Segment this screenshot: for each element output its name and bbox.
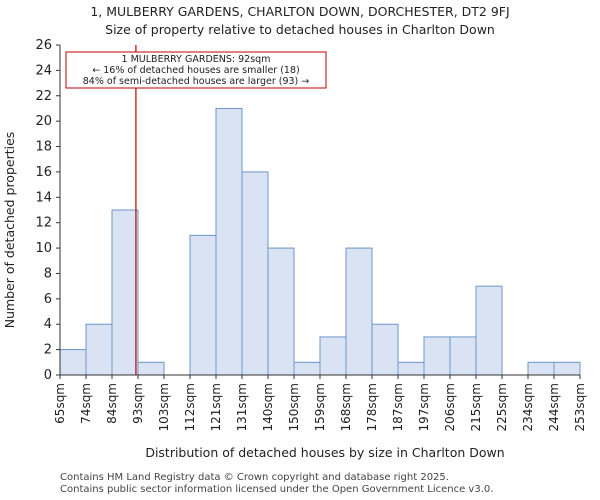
x-tick-label: 103sqm <box>157 383 171 431</box>
bar-159sqm <box>319 336 347 376</box>
bar-74sqm <box>85 323 113 376</box>
bar-121sqm <box>215 107 243 376</box>
x-axis-title: Distribution of detached houses by size … <box>145 445 504 460</box>
bar-215sqm <box>475 285 503 376</box>
x-tick-label: 234sqm <box>521 383 535 431</box>
x-tick-label: 84sqm <box>105 383 119 424</box>
annotation-line: 1 MULBERRY GARDENS: 92sqm <box>122 54 271 65</box>
annotation-box <box>65 51 327 89</box>
y-tick-label: 4 <box>44 317 52 332</box>
bar-168sqm <box>345 247 373 376</box>
x-tick-label: 178sqm <box>365 383 379 431</box>
x-tick-label: 168sqm <box>339 383 353 431</box>
bar-187sqm <box>397 361 425 376</box>
bar-206sqm <box>449 336 477 376</box>
x-tick-label: 187sqm <box>391 383 405 431</box>
y-tick-label: 10 <box>35 241 52 256</box>
y-tick-label: 8 <box>44 266 52 281</box>
chart-title: 1, MULBERRY GARDENS, CHARLTON DOWN, DORC… <box>90 4 510 19</box>
y-tick-label: 12 <box>35 216 52 231</box>
y-tick-label: 24 <box>35 63 52 78</box>
y-tick-label: 18 <box>35 140 52 155</box>
x-tick-label: 65sqm <box>53 383 67 424</box>
bar-131sqm <box>241 171 269 376</box>
footer-line-2: Contains public sector information licen… <box>60 484 494 495</box>
footer-line-1: Contains HM Land Registry data © Crown c… <box>60 472 449 483</box>
y-tick-label: 2 <box>44 343 52 358</box>
y-tick-label: 26 <box>35 38 52 53</box>
y-tick-label: 14 <box>35 190 52 205</box>
x-tick-label: 93sqm <box>131 383 145 424</box>
annotation-line: 84% of semi-detached houses are larger (… <box>83 76 310 87</box>
y-tick-label: 6 <box>44 292 52 307</box>
y-axis-title: Number of detached properties <box>2 132 17 329</box>
bar-93sqm <box>137 361 165 376</box>
x-tick-label: 197sqm <box>417 383 431 431</box>
x-tick-label: 150sqm <box>287 383 301 431</box>
x-tick-label: 121sqm <box>209 383 223 431</box>
y-tick-label: 22 <box>35 89 52 104</box>
y-tick-label: 0 <box>44 368 52 383</box>
x-tick-label: 244sqm <box>547 383 561 431</box>
bar-197sqm <box>423 336 451 376</box>
x-tick-label: 206sqm <box>443 383 457 431</box>
bar-234sqm <box>527 361 555 376</box>
y-tick-label: 20 <box>35 114 52 129</box>
bar-65sqm <box>59 349 87 376</box>
y-tick-label: 16 <box>35 165 52 180</box>
x-tick-label: 131sqm <box>235 383 249 431</box>
x-tick-label: 74sqm <box>79 383 93 424</box>
bar-84sqm <box>111 209 139 376</box>
annotation-line: ← 16% of detached houses are smaller (18… <box>92 65 299 76</box>
x-tick-label: 159sqm <box>313 383 327 431</box>
x-tick-label: 140sqm <box>261 383 275 431</box>
bar-140sqm <box>267 247 295 376</box>
x-tick-label: 225sqm <box>495 383 509 431</box>
x-tick-label: 112sqm <box>183 383 197 431</box>
x-tick-label: 215sqm <box>469 383 483 431</box>
x-tick-label: 253sqm <box>573 383 587 431</box>
bar-150sqm <box>293 361 321 376</box>
bar-112sqm <box>189 234 217 376</box>
bar-244sqm <box>553 361 581 376</box>
chart-subtitle: Size of property relative to detached ho… <box>105 22 495 37</box>
bar-178sqm <box>371 323 399 376</box>
